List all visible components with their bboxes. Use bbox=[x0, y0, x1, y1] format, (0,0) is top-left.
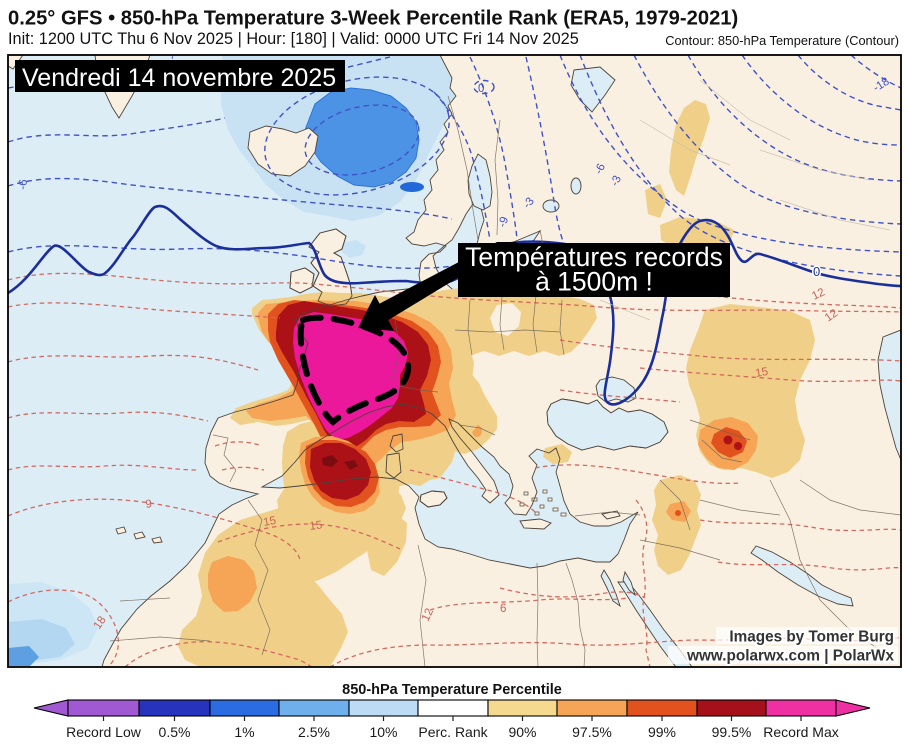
svg-text:www.polarwx.com | PolarWx: www.polarwx.com | PolarWx bbox=[686, 648, 894, 665]
svg-text:Record Low: Record Low bbox=[66, 724, 142, 740]
svg-text:Init: 1200 UTC Thu 6 Nov 2025: Init: 1200 UTC Thu 6 Nov 2025 | Hour: [1… bbox=[8, 30, 579, 48]
svg-text:97.5%: 97.5% bbox=[572, 724, 612, 740]
svg-text:-3: -3 bbox=[609, 174, 624, 188]
svg-text:15: 15 bbox=[262, 515, 277, 529]
svg-text:Images by Tomer Burg: Images by Tomer Burg bbox=[729, 629, 894, 646]
svg-text:-9: -9 bbox=[166, 48, 180, 60]
svg-text:850-hPa Temperature Percentile: 850-hPa Temperature Percentile bbox=[342, 682, 562, 698]
svg-text:9: 9 bbox=[145, 498, 153, 511]
svg-text:-6: -6 bbox=[593, 162, 608, 176]
svg-text:99.5%: 99.5% bbox=[712, 724, 752, 740]
svg-text:Vendredi 14 novembre 2025: Vendredi 14 novembre 2025 bbox=[22, 64, 336, 92]
svg-text:90%: 90% bbox=[508, 724, 536, 740]
svg-text:15: 15 bbox=[754, 366, 769, 380]
svg-text:10%: 10% bbox=[369, 724, 397, 740]
svg-text:Record Max: Record Max bbox=[763, 724, 838, 740]
svg-text:Températures records: Températures records bbox=[465, 242, 723, 272]
svg-text:0.25° GFS • 850-hPa Temperatur: 0.25° GFS • 850-hPa Temperature 3-Week P… bbox=[8, 8, 738, 30]
svg-text:0.5%: 0.5% bbox=[159, 724, 191, 740]
svg-text:2.5%: 2.5% bbox=[298, 724, 330, 740]
svg-text:-6: -6 bbox=[17, 179, 30, 190]
svg-text:15: 15 bbox=[309, 519, 323, 533]
svg-text:1%: 1% bbox=[234, 724, 254, 740]
svg-text:Contour: 850-hPa Temperature (: Contour: 850-hPa Temperature (Contour) bbox=[665, 33, 899, 48]
svg-text:0: 0 bbox=[813, 264, 820, 279]
svg-text:Perc. Rank: Perc. Rank bbox=[418, 724, 488, 740]
svg-text:12: 12 bbox=[810, 286, 827, 302]
svg-text:12: 12 bbox=[420, 607, 436, 624]
svg-text:99%: 99% bbox=[648, 724, 676, 740]
svg-text:6: 6 bbox=[500, 603, 506, 615]
svg-text:-9: -9 bbox=[497, 215, 512, 229]
svg-text:à 1500m !: à 1500m ! bbox=[535, 267, 653, 297]
svg-text:0: 0 bbox=[478, 83, 484, 95]
